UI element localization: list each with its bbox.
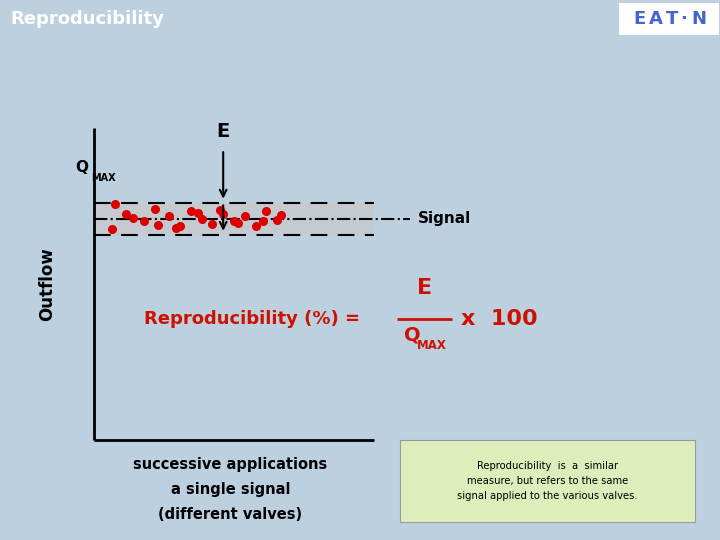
Text: ·: · <box>680 10 687 28</box>
Text: N: N <box>692 10 707 28</box>
Text: E: E <box>633 10 645 28</box>
Text: Q: Q <box>75 160 88 175</box>
Text: Signal: Signal <box>418 211 471 226</box>
FancyBboxPatch shape <box>400 440 695 522</box>
Text: E: E <box>417 278 433 298</box>
Text: Q: Q <box>404 325 420 344</box>
Text: Reproducibility (%) =: Reproducibility (%) = <box>144 310 366 328</box>
Text: A: A <box>649 10 663 28</box>
Text: MAX: MAX <box>417 339 446 352</box>
Text: Reproducibility: Reproducibility <box>11 10 165 28</box>
Text: Reproducibility  is  a  similar
measure, but refers to the same
signal applied t: Reproducibility is a similar measure, bu… <box>457 461 637 501</box>
Bar <box>94 202 374 235</box>
Text: E: E <box>217 122 230 141</box>
Text: MAX: MAX <box>91 173 116 184</box>
Text: successive applications: successive applications <box>133 457 328 472</box>
Text: x  100: x 100 <box>461 309 537 329</box>
Text: (different valves): (different valves) <box>158 508 302 522</box>
Text: Outflow: Outflow <box>38 247 56 321</box>
Text: a single signal: a single signal <box>171 482 290 497</box>
FancyBboxPatch shape <box>619 3 719 35</box>
Text: T: T <box>666 10 679 28</box>
